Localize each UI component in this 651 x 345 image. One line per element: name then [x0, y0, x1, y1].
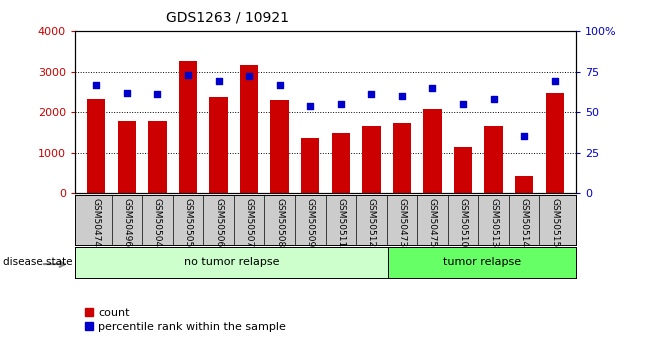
Text: GSM50515: GSM50515 [550, 198, 559, 248]
Text: GDS1263 / 10921: GDS1263 / 10921 [167, 10, 289, 24]
Point [488, 96, 499, 102]
Point [214, 79, 224, 84]
Bar [75, 247, 388, 278]
Bar [148, 121, 167, 193]
Point [458, 101, 468, 107]
Bar [454, 147, 472, 193]
Point [152, 91, 163, 97]
Point [122, 90, 132, 96]
Bar [240, 65, 258, 193]
Text: GSM50475: GSM50475 [428, 198, 437, 248]
Point [396, 93, 407, 99]
Point [427, 85, 437, 91]
Bar [301, 138, 320, 193]
Text: GSM50510: GSM50510 [458, 198, 467, 248]
Bar [546, 93, 564, 193]
Bar [118, 121, 136, 193]
Legend: count, percentile rank within the sample: count, percentile rank within the sample [81, 304, 290, 336]
Text: GSM50512: GSM50512 [367, 198, 376, 248]
Text: no tumor relapse: no tumor relapse [184, 257, 279, 267]
Point [275, 82, 285, 87]
Text: GSM50511: GSM50511 [337, 198, 345, 248]
Text: GSM50508: GSM50508 [275, 198, 284, 248]
Point [305, 103, 316, 108]
Text: GSM50506: GSM50506 [214, 198, 223, 248]
Bar [393, 124, 411, 193]
Text: GSM50505: GSM50505 [184, 198, 193, 248]
Text: GSM50496: GSM50496 [122, 198, 132, 248]
Bar [515, 176, 533, 193]
Text: GSM50474: GSM50474 [92, 198, 101, 247]
Bar [423, 109, 441, 193]
Bar [362, 126, 381, 193]
Point [244, 74, 255, 79]
Bar [484, 126, 503, 193]
Bar [388, 247, 576, 278]
Text: GSM50507: GSM50507 [245, 198, 254, 248]
Text: GSM50473: GSM50473 [397, 198, 406, 248]
Text: tumor relapse: tumor relapse [443, 257, 521, 267]
Bar [87, 99, 105, 193]
Point [183, 72, 193, 78]
Point [335, 101, 346, 107]
Point [366, 91, 376, 97]
Text: GSM50509: GSM50509 [306, 198, 314, 248]
Bar [270, 100, 289, 193]
Text: GSM50513: GSM50513 [489, 198, 498, 248]
Point [519, 134, 529, 139]
Bar [331, 133, 350, 193]
Point [91, 82, 102, 87]
Point [549, 79, 560, 84]
Text: GSM50504: GSM50504 [153, 198, 162, 248]
Bar [210, 97, 228, 193]
Bar [179, 61, 197, 193]
Text: GSM50514: GSM50514 [519, 198, 529, 248]
Text: disease state: disease state [3, 257, 73, 267]
